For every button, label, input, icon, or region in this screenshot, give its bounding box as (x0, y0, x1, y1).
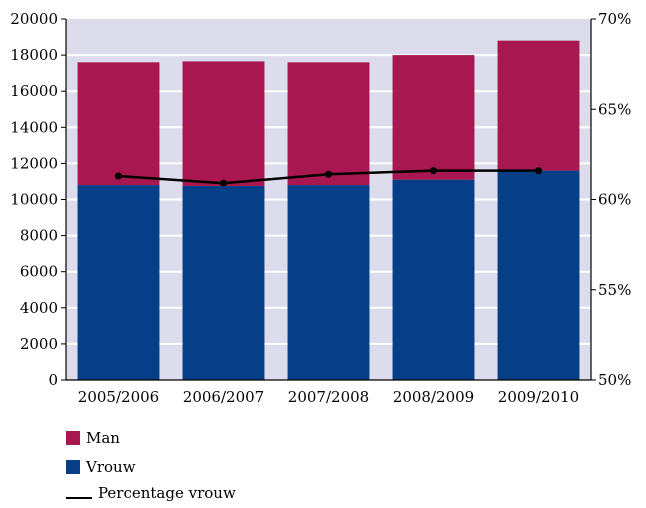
y2-tick-label: 50% (598, 371, 631, 389)
percentage-line-swatch (66, 497, 92, 499)
y-tick-label: 4000 (20, 299, 58, 317)
y-tick-label: 16000 (10, 82, 58, 100)
axes (61, 18, 596, 381)
y-axis-ticks: 0 2000 4000 6000 8000 10000 12000 14000 16000 180… (10, 10, 58, 389)
bar-vrouw (392, 179, 475, 380)
bar-man (287, 62, 370, 186)
y-tick-label: 2000 (20, 335, 58, 353)
percentage-point (220, 179, 227, 187)
percentage-point (115, 172, 122, 180)
y-tick-label: 6000 (20, 263, 58, 281)
y2-tick-label: 60% (598, 191, 631, 209)
y-tick-label: 0 (48, 371, 58, 389)
legend-man-label: Man (86, 429, 120, 447)
percentage-point (325, 170, 332, 178)
x-tick-label: 2005/2006 (78, 388, 159, 406)
man-swatch (66, 431, 80, 445)
y-tick-label: 12000 (10, 154, 58, 172)
y-tick-label: 18000 (10, 46, 58, 64)
y-tick-label: 14000 (10, 118, 58, 136)
vrouw-swatch (66, 460, 80, 474)
y2-tick-label: 70% (598, 10, 631, 28)
y-tick-label: 20000 (10, 10, 58, 28)
y2-tick-label: 55% (598, 281, 631, 299)
x-tick-label: 2007/2008 (288, 388, 369, 406)
legend-percentage-label: Percentage vrouw (98, 484, 236, 502)
bar-vrouw (182, 185, 265, 380)
x-tick-label: 2006/2007 (183, 388, 264, 406)
legend-item-percentage: Percentage vrouw (66, 484, 236, 502)
y2-axis-ticks: 50% 55% 60% 65% 70% (598, 10, 631, 389)
bar-vrouw (287, 185, 370, 380)
bar-man (77, 62, 160, 186)
bar-man (182, 61, 265, 186)
y-tick-label: 10000 (10, 191, 58, 209)
legend-vrouw-label: Vrouw (86, 458, 136, 476)
bar-vrouw (497, 170, 580, 380)
y-tick-label: 8000 (20, 227, 58, 245)
x-axis-ticks: 2005/2006 2006/2007 2007/2008 2008/2009 2009… (78, 388, 579, 406)
bar-man (497, 40, 580, 171)
percentage-point (535, 167, 542, 175)
bar-man (392, 55, 475, 180)
x-tick-label: 2009/2010 (498, 388, 579, 406)
legend-item-vrouw: Vrouw (66, 458, 136, 476)
percentage-point (430, 167, 437, 175)
x-tick-label: 2008/2009 (393, 388, 474, 406)
y2-tick-label: 65% (598, 100, 631, 118)
bars (77, 40, 580, 380)
legend-item-man: Man (66, 429, 120, 447)
bar-vrouw (77, 185, 160, 380)
percentage-line (115, 167, 542, 187)
